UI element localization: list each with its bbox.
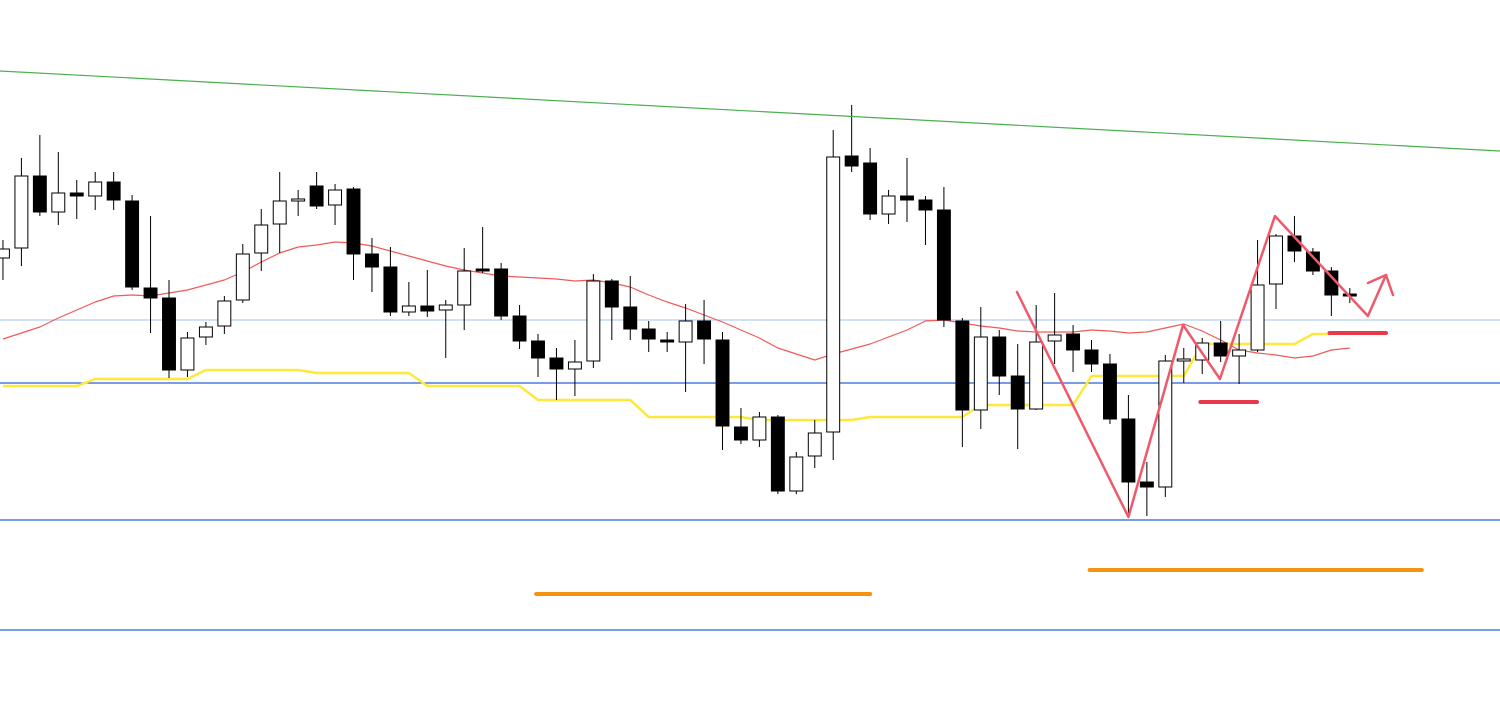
candle-body xyxy=(567,361,582,370)
candle-body xyxy=(697,320,712,340)
moving-average-line xyxy=(2,241,1350,361)
candle-body xyxy=(752,416,767,441)
candle-body xyxy=(936,209,951,321)
candle-body xyxy=(734,426,748,441)
candle-body xyxy=(51,192,66,213)
candle-body xyxy=(0,248,10,259)
candle-body xyxy=(420,305,435,312)
candle-body xyxy=(973,336,988,411)
candle-body xyxy=(14,175,29,249)
zigzag-line xyxy=(1015,214,1388,519)
candle-body xyxy=(383,266,398,313)
candle-body xyxy=(180,337,195,371)
candle-body xyxy=(475,268,490,272)
candle-body xyxy=(438,304,453,311)
candle-body xyxy=(1121,418,1136,483)
candle-body xyxy=(1269,235,1283,285)
candle-body xyxy=(291,198,306,202)
candle-body xyxy=(364,253,379,268)
candle-body xyxy=(604,280,619,308)
candle-body xyxy=(1047,334,1062,342)
candle-body xyxy=(162,297,176,371)
candle-body xyxy=(807,432,822,457)
candle-body xyxy=(1213,342,1228,357)
candle-body xyxy=(328,189,343,206)
candle-body xyxy=(1305,251,1320,272)
candle-body xyxy=(235,253,250,301)
candle-body xyxy=(1084,349,1099,365)
candle-body xyxy=(1158,360,1173,488)
candle-body xyxy=(826,156,841,433)
candle-body xyxy=(623,306,638,330)
candle-body xyxy=(770,416,785,492)
candle-body xyxy=(198,326,213,338)
candle-body xyxy=(309,185,324,207)
candle-body xyxy=(678,320,693,343)
candle-body xyxy=(1029,341,1044,410)
candle-body xyxy=(512,315,527,342)
candle-body xyxy=(549,357,564,370)
candle-body xyxy=(660,339,675,343)
candle-body xyxy=(1103,363,1117,420)
candle-body xyxy=(900,195,914,201)
candle-body xyxy=(401,305,416,313)
candle-body xyxy=(881,195,896,215)
candle-body xyxy=(88,181,103,197)
candle-body xyxy=(1250,284,1265,351)
candle-body xyxy=(955,320,970,411)
candle-body xyxy=(457,270,472,306)
candle-body xyxy=(254,224,269,254)
candle-body xyxy=(992,336,1007,377)
candle-body xyxy=(32,175,47,213)
candle-body xyxy=(641,328,656,340)
trend-line xyxy=(0,70,1500,152)
candle-body xyxy=(586,280,601,362)
candle-body xyxy=(1232,349,1247,357)
candle-body xyxy=(272,200,287,225)
candle-body xyxy=(69,192,84,197)
candle-body xyxy=(918,199,933,211)
candle-body xyxy=(789,456,804,492)
candle-body xyxy=(844,155,859,167)
candle-body xyxy=(1139,481,1154,488)
candle-body xyxy=(494,268,509,317)
candle-body xyxy=(106,181,121,201)
candle-body xyxy=(125,200,140,288)
candle-body xyxy=(143,287,158,299)
candle-body xyxy=(863,162,878,215)
arrow-head xyxy=(1366,273,1395,297)
candle-body xyxy=(531,340,545,359)
candle-body xyxy=(1176,358,1191,362)
candle-body xyxy=(1066,333,1081,351)
candle-body xyxy=(346,188,361,255)
candle-body xyxy=(715,339,730,427)
candle-body xyxy=(1010,375,1025,410)
candle-body xyxy=(217,300,232,327)
